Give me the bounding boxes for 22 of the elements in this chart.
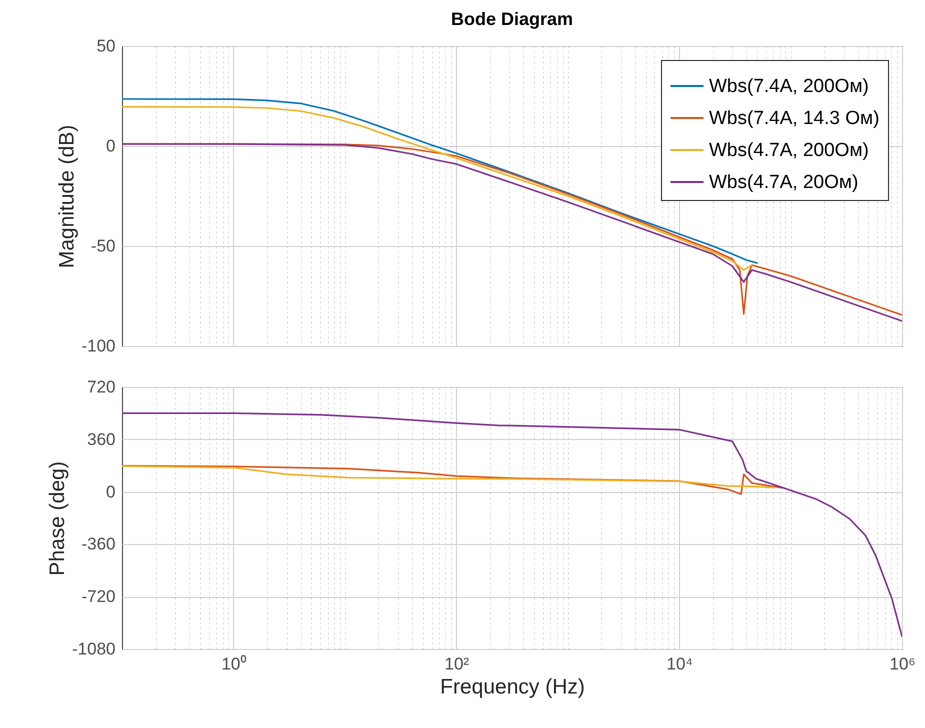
chart-title: Bode Diagram: [450, 9, 574, 29]
x-tick-label: 10⁴: [666, 654, 693, 674]
y-axis-title: Phase (deg): [46, 461, 70, 576]
y-tick-label: -100: [81, 336, 116, 356]
y-tick-label: -720: [81, 587, 116, 606]
y-tick-label: 0: [106, 482, 116, 502]
y-tick-label: -50: [90, 236, 116, 256]
x-axis-title: Frequency (Hz): [440, 676, 585, 698]
legend-label: Wbs(4.7A, 200Ом): [709, 140, 869, 161]
y-tick-label: 360: [87, 430, 116, 449]
legend-label: Wbs(7.4A, 14.3 Ом): [709, 108, 880, 129]
x-tick-label: 10⁶: [890, 654, 916, 674]
legend-label: Wbs(7.4A, 200Ом): [709, 76, 869, 97]
x-tick-label: 10⁰: [221, 654, 246, 674]
y-tick-label: -1080: [72, 640, 116, 658]
y-tick-label: -360: [81, 534, 116, 554]
y-tick-label: 50: [96, 36, 116, 56]
y-tick-label: 720: [87, 378, 116, 396]
y-axis-title: Magnitude (dB): [55, 124, 78, 268]
legend-label: Wbs(4.7A, 20Ом): [709, 172, 858, 193]
y-tick-label: 0: [106, 136, 116, 156]
x-tick-label: 10²: [444, 654, 470, 674]
